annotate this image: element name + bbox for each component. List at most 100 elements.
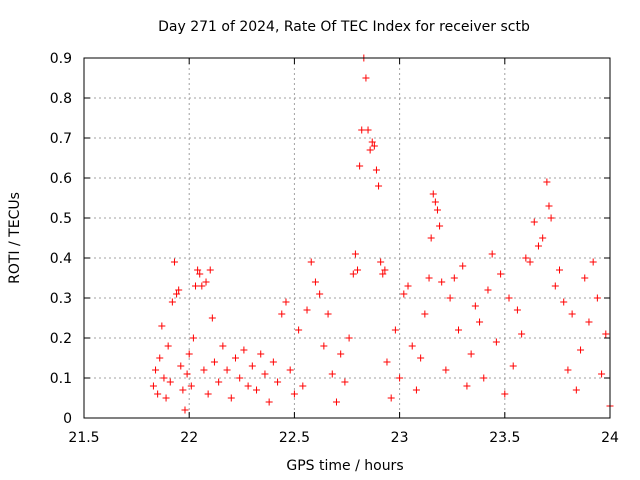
data-point (526, 258, 534, 266)
data-point (492, 338, 500, 346)
data-point (265, 398, 273, 406)
data-point (589, 258, 597, 266)
data-point (364, 126, 372, 134)
data-point (290, 390, 298, 398)
data-point (303, 306, 311, 314)
x-tick-label: 22.5 (279, 430, 310, 446)
data-point (501, 390, 509, 398)
data-point (236, 374, 244, 382)
y-tick-label: 0.4 (50, 251, 72, 267)
data-point (366, 146, 374, 154)
data-point (248, 362, 256, 370)
data-point (476, 318, 484, 326)
data-point (166, 378, 174, 386)
y-axis-label: ROTI / TECUs (7, 192, 23, 284)
data-point (183, 370, 191, 378)
data-point (518, 330, 526, 338)
data-point (219, 342, 227, 350)
data-point (177, 362, 185, 370)
data-point (446, 294, 454, 302)
data-point (404, 282, 412, 290)
data-point (427, 234, 435, 242)
data-point (581, 274, 589, 282)
data-point (433, 206, 441, 214)
data-point (480, 374, 488, 382)
grid-lines (83, 57, 611, 419)
data-point (189, 334, 197, 342)
data-point (381, 266, 389, 274)
data-point (412, 386, 420, 394)
y-tick-label: 0.1 (50, 371, 72, 387)
data-point (320, 342, 328, 350)
data-point (372, 166, 380, 174)
data-point (175, 286, 183, 294)
plot-frame (83, 57, 611, 419)
data-point (257, 350, 265, 358)
data-points (149, 54, 614, 414)
data-point (530, 218, 538, 226)
data-point (362, 74, 370, 82)
data-point (356, 162, 364, 170)
data-point (156, 354, 164, 362)
data-point (425, 274, 433, 282)
data-point (467, 350, 475, 358)
data-point (377, 258, 385, 266)
y-tick-label: 0.8 (50, 91, 72, 107)
data-point (543, 178, 551, 186)
data-point (358, 126, 366, 134)
data-point (568, 310, 576, 318)
data-point (196, 270, 204, 278)
data-point (307, 258, 315, 266)
data-point (162, 394, 170, 402)
data-point (185, 350, 193, 358)
data-point (455, 326, 463, 334)
data-point (459, 262, 467, 270)
data-point (572, 386, 580, 394)
data-point (261, 370, 269, 378)
data-point (463, 382, 471, 390)
data-point (417, 354, 425, 362)
data-point (471, 302, 479, 310)
data-point (602, 330, 610, 338)
data-point (450, 274, 458, 282)
data-point (408, 342, 416, 350)
data-point (158, 322, 166, 330)
data-point (173, 290, 181, 298)
data-point (513, 306, 521, 314)
data-point (192, 282, 200, 290)
data-point (187, 382, 195, 390)
y-tick-label: 0.6 (50, 171, 72, 187)
data-point (269, 358, 277, 366)
data-point (168, 298, 176, 306)
data-point (345, 334, 353, 342)
data-point (551, 282, 559, 290)
data-point (438, 278, 446, 286)
data-point (154, 390, 162, 398)
y-tick-label: 0.2 (50, 331, 72, 347)
data-point (556, 266, 564, 274)
y-tick-label: 0.7 (50, 131, 72, 147)
x-tick-label: 23 (391, 430, 409, 446)
data-point (429, 190, 437, 198)
data-point (436, 222, 444, 230)
data-point (198, 282, 206, 290)
x-tick-label: 24 (601, 430, 619, 446)
data-point (164, 342, 172, 350)
data-point (368, 138, 376, 146)
data-point (332, 398, 340, 406)
data-point (383, 358, 391, 366)
data-point (341, 378, 349, 386)
data-point (311, 278, 319, 286)
data-point (328, 370, 336, 378)
data-point (585, 318, 593, 326)
data-point (274, 378, 282, 386)
data-point (497, 270, 505, 278)
data-point (400, 290, 408, 298)
data-point (593, 294, 601, 302)
data-point (200, 366, 208, 374)
data-point (547, 214, 555, 222)
chart-title: Day 271 of 2024, Rate Of TEC Index for r… (158, 19, 530, 35)
data-point (227, 394, 235, 402)
data-point (210, 358, 218, 366)
